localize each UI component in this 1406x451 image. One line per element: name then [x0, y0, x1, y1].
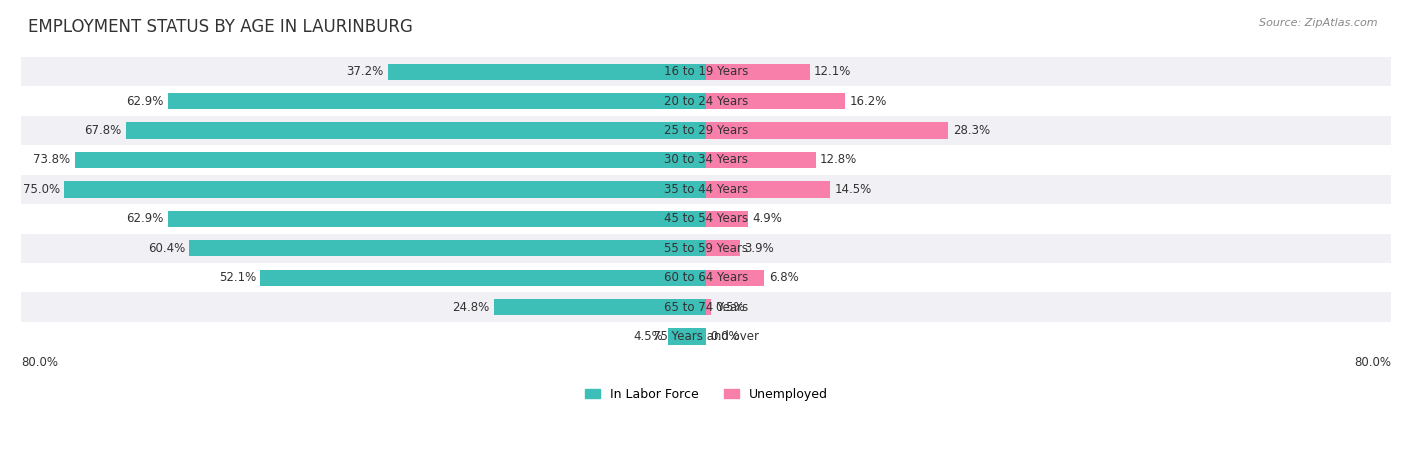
Text: 0.5%: 0.5%: [714, 301, 744, 313]
Bar: [167, 93, 706, 109]
Bar: [21, 263, 1391, 292]
Bar: [21, 292, 1391, 322]
Text: 6.8%: 6.8%: [769, 271, 799, 284]
Bar: [706, 64, 810, 80]
Text: 62.9%: 62.9%: [127, 95, 163, 108]
Bar: [21, 57, 1391, 87]
Text: 60 to 64 Years: 60 to 64 Years: [664, 271, 748, 284]
Text: 67.8%: 67.8%: [84, 124, 122, 137]
Bar: [388, 64, 706, 80]
Text: 3.9%: 3.9%: [744, 242, 773, 255]
Text: 60.4%: 60.4%: [148, 242, 186, 255]
Legend: In Labor Force, Unemployed: In Labor Force, Unemployed: [579, 383, 832, 406]
Bar: [21, 234, 1391, 263]
Bar: [21, 175, 1391, 204]
Text: 45 to 54 Years: 45 to 54 Years: [664, 212, 748, 226]
Text: 12.8%: 12.8%: [820, 153, 858, 166]
Text: 75.0%: 75.0%: [22, 183, 60, 196]
Text: 0.0%: 0.0%: [710, 330, 740, 343]
Bar: [706, 123, 949, 138]
Text: 35 to 44 Years: 35 to 44 Years: [664, 183, 748, 196]
Text: 73.8%: 73.8%: [34, 153, 70, 166]
Bar: [21, 204, 1391, 234]
Bar: [260, 270, 706, 286]
Text: 12.1%: 12.1%: [814, 65, 852, 78]
Bar: [706, 211, 748, 227]
Text: 4.5%: 4.5%: [634, 330, 664, 343]
Text: EMPLOYMENT STATUS BY AGE IN LAURINBURG: EMPLOYMENT STATUS BY AGE IN LAURINBURG: [28, 18, 413, 36]
Bar: [167, 211, 706, 227]
Bar: [127, 123, 706, 138]
Text: 16 to 19 Years: 16 to 19 Years: [664, 65, 748, 78]
Bar: [21, 145, 1391, 175]
Bar: [706, 299, 710, 315]
Text: 65 to 74 Years: 65 to 74 Years: [664, 301, 748, 313]
Text: 4.9%: 4.9%: [752, 212, 782, 226]
Bar: [21, 116, 1391, 145]
Text: 28.3%: 28.3%: [953, 124, 990, 137]
Bar: [494, 299, 706, 315]
Bar: [706, 152, 815, 168]
Text: Source: ZipAtlas.com: Source: ZipAtlas.com: [1260, 18, 1378, 28]
Text: 62.9%: 62.9%: [127, 212, 163, 226]
Text: 37.2%: 37.2%: [346, 65, 384, 78]
Bar: [21, 87, 1391, 116]
Bar: [75, 152, 706, 168]
Text: 80.0%: 80.0%: [21, 356, 59, 369]
Text: 14.5%: 14.5%: [835, 183, 872, 196]
Text: 30 to 34 Years: 30 to 34 Years: [664, 153, 748, 166]
Text: 55 to 59 Years: 55 to 59 Years: [664, 242, 748, 255]
Text: 52.1%: 52.1%: [219, 271, 256, 284]
Bar: [668, 328, 706, 345]
Bar: [706, 93, 845, 109]
Bar: [190, 240, 706, 256]
Text: 20 to 24 Years: 20 to 24 Years: [664, 95, 748, 108]
Bar: [706, 181, 831, 198]
Bar: [706, 270, 765, 286]
Text: 75 Years and over: 75 Years and over: [654, 330, 759, 343]
Bar: [706, 240, 740, 256]
Text: 24.8%: 24.8%: [453, 301, 489, 313]
Text: 16.2%: 16.2%: [849, 95, 887, 108]
Bar: [21, 322, 1391, 351]
Text: 80.0%: 80.0%: [1354, 356, 1391, 369]
Text: 25 to 29 Years: 25 to 29 Years: [664, 124, 748, 137]
Bar: [65, 181, 706, 198]
